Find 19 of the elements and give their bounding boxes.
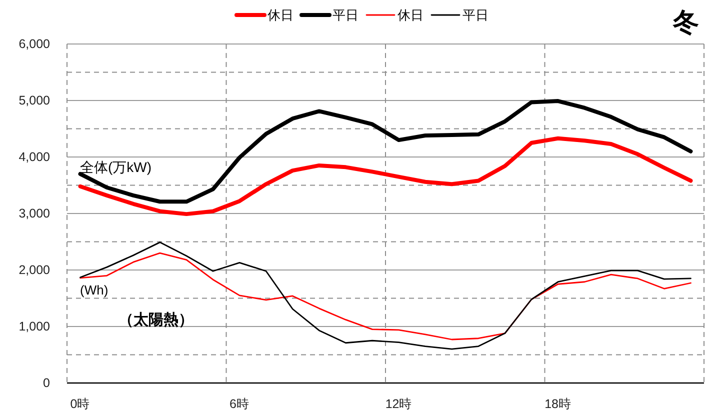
x-tick-label: 12時: [385, 397, 412, 411]
legend-label: 平日: [332, 8, 358, 22]
y-tick-label: 1,000: [18, 320, 50, 334]
x-tick-label: 18時: [544, 397, 572, 411]
y-tick-label: 4,000: [18, 150, 50, 164]
annotation: 全体(万kW): [80, 159, 152, 175]
annotation: （太陽熱）: [118, 312, 194, 328]
x-tick-label: 0時: [70, 397, 90, 411]
chart-title: 冬: [672, 7, 699, 37]
legend-label: 休日: [268, 8, 294, 22]
annotation: (Wh): [80, 282, 108, 298]
y-tick-label: 3,000: [18, 206, 50, 220]
x-tick-label: 6時: [230, 397, 250, 411]
y-tick-label: 5,000: [18, 94, 50, 108]
legend-label: 平日: [462, 8, 488, 22]
y-tick-label: 2,000: [18, 263, 50, 277]
y-tick-label: 6,000: [18, 37, 50, 51]
y-tick-label: 0: [43, 376, 50, 390]
legend-label: 休日: [398, 8, 424, 22]
